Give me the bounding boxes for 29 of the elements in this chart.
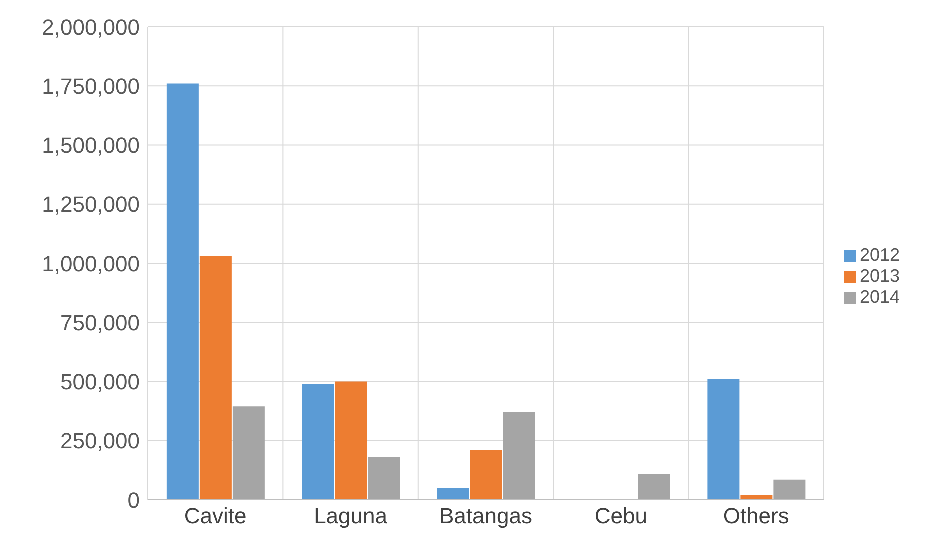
y-tick-label: 1,250,000	[42, 192, 140, 218]
bar	[638, 474, 670, 500]
legend-label: 2012	[860, 245, 900, 265]
y-tick-label: 750,000	[60, 310, 140, 336]
bar	[302, 384, 334, 500]
bar	[708, 379, 740, 500]
bar	[200, 256, 232, 500]
bar	[470, 450, 502, 500]
bar	[232, 406, 265, 500]
y-tick-label: 1,500,000	[42, 133, 140, 158]
x-tick-label: Others	[723, 504, 790, 529]
bar	[437, 488, 470, 500]
legend-label: 2014	[860, 287, 900, 307]
bar	[335, 382, 368, 500]
y-tick-label: 2,000,000	[42, 14, 140, 40]
bar	[503, 412, 536, 500]
x-tick-label: Laguna	[314, 504, 388, 529]
bar	[166, 84, 199, 500]
y-tick-label: 500,000	[60, 370, 140, 395]
x-tick-label: Cebu	[594, 504, 648, 529]
y-tick-label: 0	[128, 488, 140, 513]
y-tick-label: 250,000	[60, 428, 140, 454]
y-tick-label: 1,750,000	[42, 74, 140, 99]
bar	[774, 480, 806, 500]
y-tick-label: 1,000,000	[42, 251, 140, 276]
x-tick-label: Batangas	[439, 504, 532, 529]
bar	[368, 457, 400, 500]
x-tick-label: Cavite	[184, 504, 247, 529]
legend-label: 2013	[860, 266, 900, 286]
